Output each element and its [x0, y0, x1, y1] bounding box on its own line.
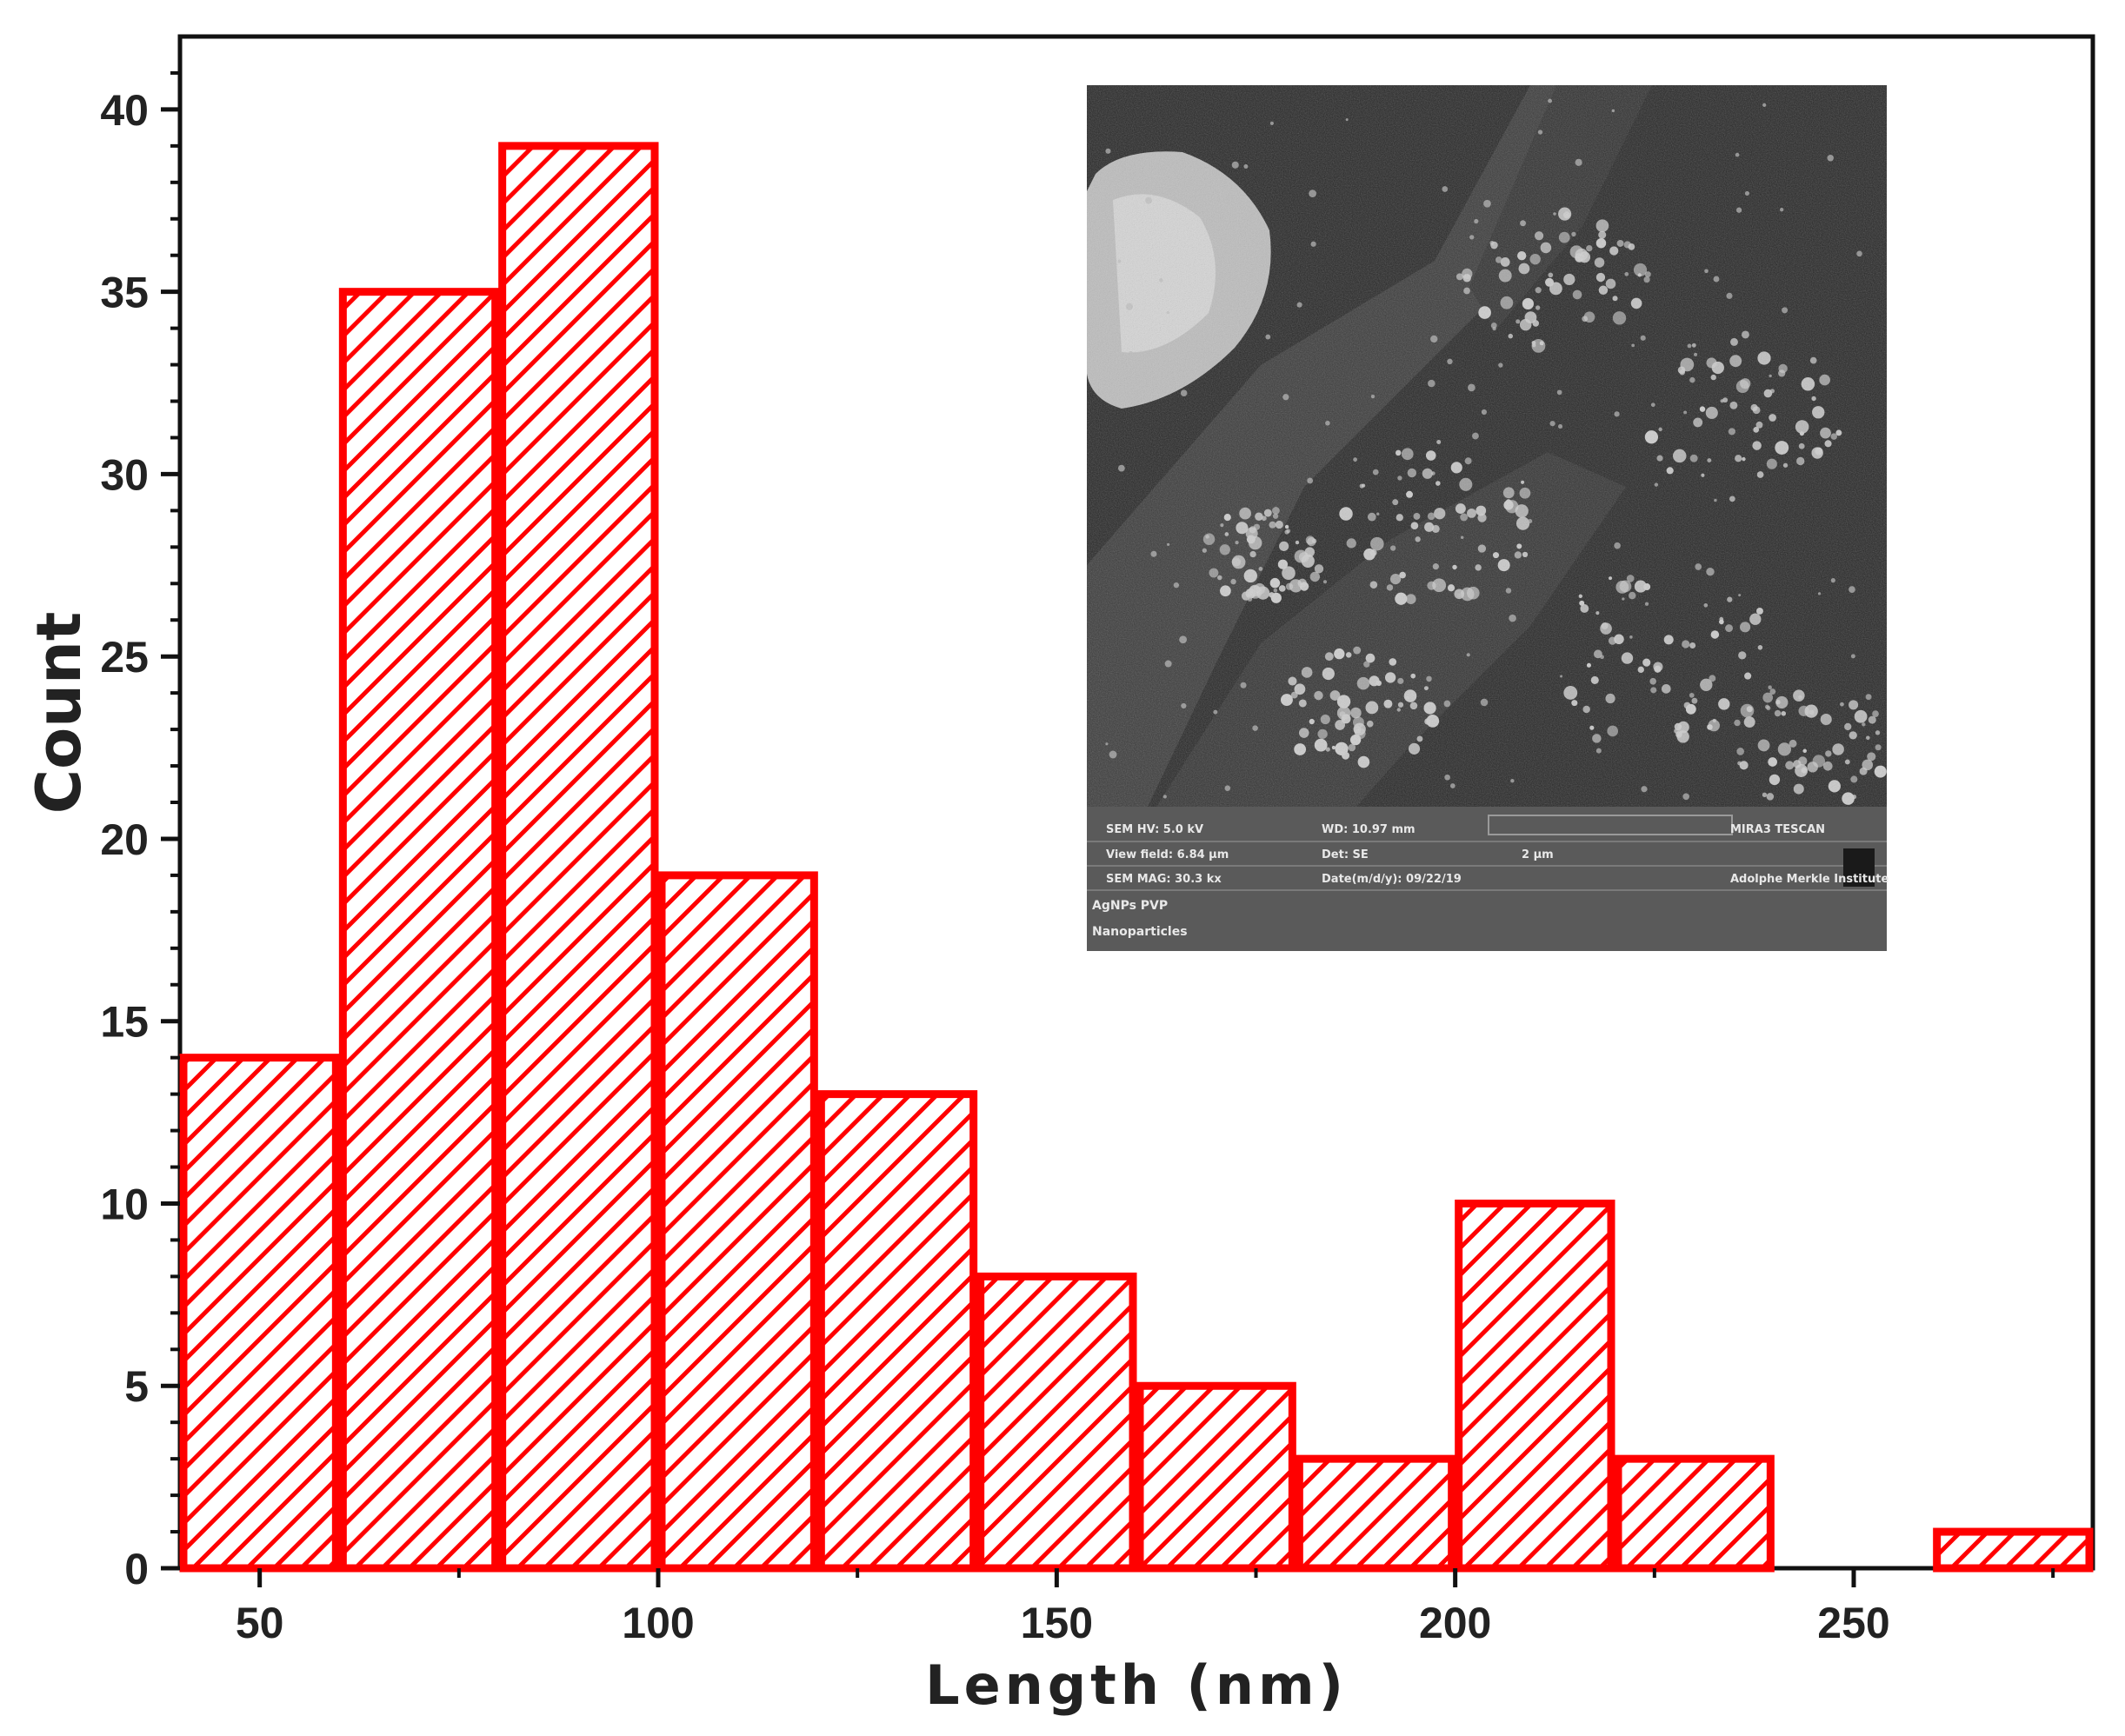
y-tick-label-40: 40 [100, 86, 149, 135]
sem-info-text: Date(m/d/y): 09/22/19 [1322, 873, 1462, 886]
sem-info-text: 2 μm [1522, 848, 1554, 861]
y-tick-label-25: 25 [100, 633, 149, 682]
y-tick-label-5: 5 [124, 1362, 149, 1411]
x-tick-label-150: 150 [1021, 1599, 1093, 1647]
bar-200-220 [1455, 1199, 1615, 1573]
bar-260-280 [1933, 1527, 2094, 1573]
sem-info-text: WD: 10.97 mm [1322, 823, 1416, 836]
x-axis: 50 100 150 200 250 [236, 1568, 2055, 1647]
bar-120-140 [816, 1090, 978, 1573]
y-tick-label-10: 10 [100, 1180, 149, 1228]
sem-caption-line: AgNPs PVP [1092, 899, 1168, 913]
y-tick-label-35: 35 [100, 269, 149, 317]
bars-group [179, 142, 2094, 1573]
sem-info-text: SEM MAG: 30.3 kx [1106, 873, 1222, 886]
bar-140-160 [976, 1272, 1137, 1573]
sem-info-bar: SEM HV: 5.0 kV WD: 10.97 mm MIRA3 TESCAN Vi… [1092, 823, 1889, 939]
bar-180-200 [1295, 1454, 1456, 1573]
sem-info-text: Det: SE [1322, 848, 1369, 861]
bar-220-240 [1614, 1454, 1775, 1573]
y-tick-label-30: 30 [100, 450, 149, 499]
y-tick-label-15: 15 [100, 998, 149, 1047]
y-tick-label-0: 0 [124, 1545, 149, 1593]
sem-info-text: MIRA3 TESCAN [1730, 823, 1825, 836]
sem-caption-line: Nanoparticles [1092, 925, 1188, 939]
sem-info-text: SEM HV: 5.0 kV [1106, 823, 1203, 836]
sem-inset-image: SEM HV: 5.0 kV WD: 10.97 mm MIRA3 TESCAN Vi… [1087, 85, 1889, 951]
bar-160-180 [1136, 1381, 1296, 1573]
x-tick-label-100: 100 [622, 1599, 694, 1647]
bar-40-60 [179, 1054, 340, 1573]
x-axis-title: Length (nm) [925, 1653, 1348, 1717]
bar-100-120 [657, 871, 818, 1573]
bar-60-80 [338, 288, 500, 1573]
x-tick-label-50: 50 [236, 1599, 284, 1647]
sem-info-text: View field: 6.84 μm [1106, 848, 1229, 861]
x-tick-label-250: 250 [1817, 1599, 1889, 1647]
y-tick-label-20: 20 [100, 815, 149, 864]
sem-info-text: Adolphe Merkle Institute [1730, 873, 1889, 886]
y-axis: 0 5 10 15 20 25 30 35 40 [100, 70, 180, 1593]
bar-80-100 [498, 142, 659, 1573]
x-tick-label-200: 200 [1419, 1599, 1491, 1647]
y-axis-title: Count [23, 612, 95, 815]
